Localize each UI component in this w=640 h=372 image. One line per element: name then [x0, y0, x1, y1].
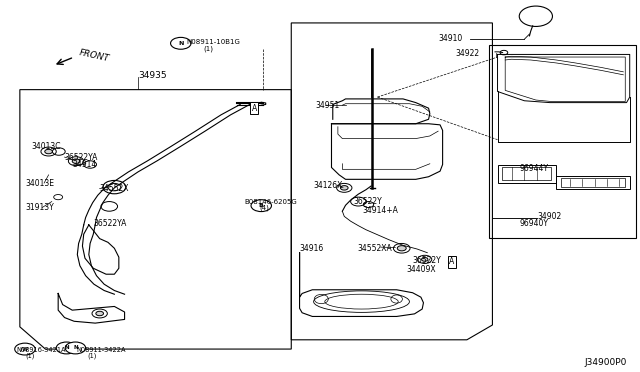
Text: 96944Y: 96944Y	[519, 164, 548, 173]
Text: N08911-3422A: N08911-3422A	[76, 347, 125, 353]
Circle shape	[251, 200, 271, 212]
Text: N: N	[73, 346, 77, 350]
Circle shape	[56, 342, 77, 354]
Text: 36522Y: 36522Y	[354, 197, 383, 206]
Text: 34951: 34951	[316, 101, 340, 110]
Text: 34013C: 34013C	[31, 142, 61, 151]
Text: W: W	[22, 347, 28, 352]
Text: 96940Y: 96940Y	[519, 219, 548, 228]
Text: 34916: 34916	[300, 244, 324, 253]
Circle shape	[397, 246, 406, 251]
Text: 34935: 34935	[138, 71, 166, 80]
Text: 34013E: 34013E	[25, 179, 54, 187]
Text: A: A	[449, 257, 454, 266]
Bar	[489, 45, 636, 238]
Text: 34409X: 34409X	[406, 265, 436, 274]
Text: FRONT: FRONT	[79, 48, 111, 63]
Text: 34910: 34910	[439, 34, 463, 43]
Text: B: B	[259, 203, 264, 208]
Circle shape	[15, 343, 35, 355]
Circle shape	[45, 149, 52, 154]
Text: 36522YA: 36522YA	[65, 153, 98, 161]
Text: (1): (1)	[203, 46, 213, 52]
Text: 34914: 34914	[73, 160, 97, 169]
Text: 34914+A: 34914+A	[363, 206, 399, 215]
Text: (4): (4)	[259, 205, 269, 212]
Text: N08911-10B1G: N08911-10B1G	[186, 39, 240, 45]
Text: N: N	[64, 346, 68, 350]
Text: 34552X: 34552X	[100, 184, 129, 193]
Text: 34552XA: 34552XA	[357, 244, 392, 253]
Bar	[561, 178, 625, 187]
Circle shape	[171, 37, 191, 49]
Bar	[497, 164, 556, 183]
Text: A: A	[252, 104, 257, 113]
Text: 31913Y: 31913Y	[25, 203, 54, 212]
Text: (1): (1)	[88, 353, 97, 359]
Text: N: N	[178, 41, 184, 46]
Text: J34900P0: J34900P0	[584, 358, 627, 367]
Text: N08916-3421A: N08916-3421A	[17, 347, 66, 353]
Text: (1): (1)	[25, 353, 35, 359]
Bar	[502, 167, 551, 180]
Text: 36522YA: 36522YA	[93, 219, 127, 228]
Circle shape	[340, 186, 348, 190]
Text: 36522Y: 36522Y	[413, 256, 442, 265]
Bar	[556, 176, 630, 189]
Text: B08146-6205G: B08146-6205G	[244, 199, 298, 205]
Text: 34902: 34902	[537, 212, 561, 221]
Circle shape	[96, 311, 104, 316]
Circle shape	[72, 159, 80, 163]
Text: 34922: 34922	[456, 49, 479, 58]
Text: 34126X: 34126X	[314, 181, 343, 190]
Circle shape	[422, 257, 428, 261]
Circle shape	[65, 342, 86, 354]
